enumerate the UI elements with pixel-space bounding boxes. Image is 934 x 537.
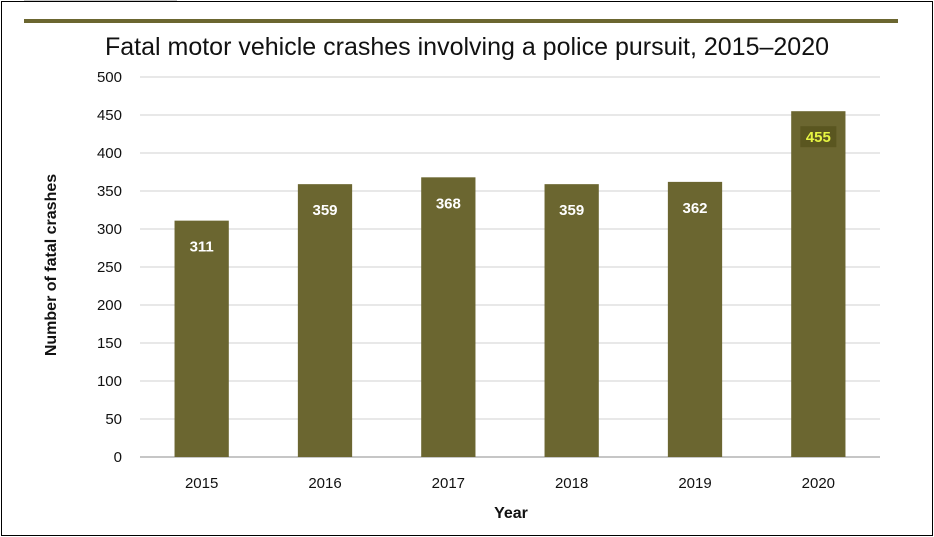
x-tick-label: 2020 bbox=[802, 475, 835, 492]
bar-2016 bbox=[297, 184, 353, 457]
y-tick-label: 100 bbox=[97, 373, 122, 390]
y-tick-label: 350 bbox=[97, 183, 122, 200]
y-tick-label: 50 bbox=[105, 411, 122, 428]
x-tick-label: 2016 bbox=[308, 475, 341, 492]
data-label-2017: 368 bbox=[436, 195, 461, 212]
bar-2018 bbox=[544, 184, 599, 457]
y-tick-label: 500 bbox=[97, 69, 122, 86]
bar-2019 bbox=[667, 181, 723, 457]
y-tick-label: 450 bbox=[97, 107, 122, 124]
data-label-2015: 311 bbox=[190, 239, 214, 256]
y-tick-label: 150 bbox=[97, 335, 122, 352]
x-axis-label: Year bbox=[494, 505, 528, 522]
y-tick-label: 300 bbox=[97, 221, 122, 238]
data-label-2020: 455 bbox=[806, 129, 831, 146]
y-tick-label: 250 bbox=[97, 259, 122, 276]
y-tick-label: 0 bbox=[114, 449, 122, 466]
bar-2015 bbox=[174, 220, 229, 457]
bar-2017 bbox=[421, 177, 476, 457]
data-label-2016: 359 bbox=[312, 202, 337, 219]
x-tick-label: 2017 bbox=[432, 475, 465, 492]
data-label-2018: 359 bbox=[559, 202, 584, 219]
y-tick-label: 200 bbox=[97, 297, 122, 314]
x-tick-label: 2018 bbox=[555, 475, 588, 492]
x-tick-label: 2019 bbox=[678, 475, 711, 492]
y-tick-label: 400 bbox=[97, 145, 122, 162]
tab-edge bbox=[24, 0, 177, 1]
data-label-2019: 362 bbox=[682, 200, 707, 217]
title-rule bbox=[24, 19, 898, 23]
bar-2020 bbox=[791, 111, 846, 457]
x-tick-label: 2015 bbox=[185, 475, 218, 492]
chart-title: Fatal motor vehicle crashes involving a … bbox=[104, 33, 830, 61]
data-label-highlight bbox=[800, 126, 837, 148]
